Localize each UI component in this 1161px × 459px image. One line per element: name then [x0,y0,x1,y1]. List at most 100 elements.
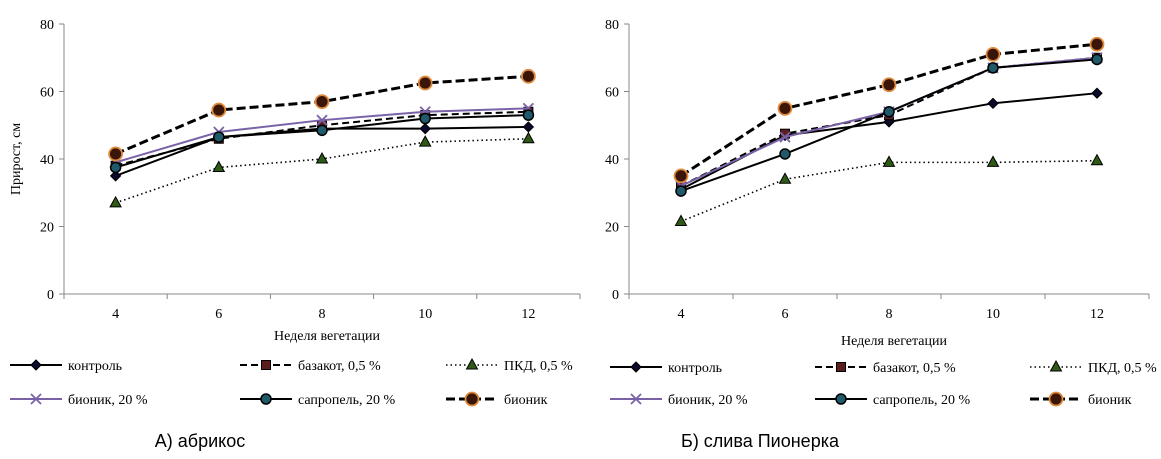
data-point [108,146,123,162]
data-point [777,100,793,116]
data-point [522,131,535,144]
legend-label: бионик [1088,393,1132,408]
legend: контроль базакот, 0,5 % ПКД, 0,5 % бионик, … [610,359,1157,408]
data-point [986,155,1000,167]
y-tick-label: 0 [612,288,619,303]
legend-label: ПКД, 0,5 % [504,359,573,374]
y-tick-label: 60 [40,86,54,101]
legend-entry: бионик, 20 % [10,393,148,408]
data-point [315,151,329,164]
legend-label: базакот, 0,5 % [873,361,956,376]
legend-entry: сапропель, 20 % [240,393,395,408]
legend-entry: ПКД, 0,5 % [446,357,573,374]
x-tick-label: 12 [521,307,535,322]
legend-swatch-marker [836,362,846,372]
series-1 [675,87,1103,196]
y-tick-label: 40 [40,153,54,168]
data-point [316,124,328,137]
data-point [674,214,688,226]
x-tick-label: 8 [319,307,326,322]
data-point [675,185,687,197]
series-line [680,42,1098,178]
series-line [680,159,1098,223]
data-point [778,172,792,184]
series-line [115,74,529,156]
legend-swatch-marker [464,391,480,407]
x-tick-label: 4 [112,307,119,322]
legend-label: бионик, 20 % [668,393,748,408]
marker-stroke [316,114,328,126]
chart-panel-1: 0 20 40 60 80 4 6 8 10 12 Неделя вегетации Прирост,… [9,18,581,451]
data-point [1091,87,1103,99]
data-point [316,114,328,126]
panel-caption: А) абрикос [155,431,245,451]
legend-swatch-marker [630,361,642,373]
series-6 [108,68,536,162]
x-tick-label: 4 [678,307,685,322]
legend-entry: контроль [610,361,722,376]
data-point [417,75,433,91]
x-axis-title: Неделя вегетации [841,334,947,349]
legend-swatch-marker [30,393,42,405]
legend-label: контроль [68,359,122,374]
series-3 [674,153,1104,226]
legend-label: сапропель, 20 % [873,393,970,408]
data-point [212,160,226,172]
series-5 [109,109,535,174]
data-point [1089,36,1105,52]
data-point [109,170,122,182]
legend-swatch-marker [1049,359,1063,372]
data-point [985,46,1001,62]
marker-stroke [779,131,791,143]
legend-label: бионик [504,393,548,408]
data-point [779,148,791,160]
x-tick-label: 10 [986,307,1000,322]
legend-entry: ПКД, 0,5 % [1030,359,1157,376]
legend-label: сапропель, 20 % [298,393,395,408]
data-point [213,131,225,143]
data-point [1090,153,1104,166]
data-point [987,62,999,74]
legend-swatch-marker [260,393,272,405]
legend-label: ПКД, 0,5 % [1088,361,1157,376]
data-point [522,121,535,133]
marker-stroke [630,393,642,405]
legend-swatch-marker [30,359,42,371]
data-point [419,112,431,125]
data-point [109,161,122,174]
data-point [673,168,689,184]
legend-entry: сапропель, 20 % [815,393,970,408]
legend-swatch-marker [261,360,271,370]
data-point [1091,53,1103,66]
series-3 [109,131,535,208]
y-tick-label: 60 [605,86,619,101]
legend: контроль базакот, 0,5 % ПКД, 0,5 % бионик, … [10,357,573,408]
data-point [314,94,330,110]
panel-caption: Б) слива Пионерка [681,431,840,451]
y-tick-label: 80 [40,18,54,33]
data-point [521,68,536,84]
x-tick-label: 8 [886,307,893,322]
legend-entry: базакот, 0,5 % [815,361,956,376]
y-axis-title: Прирост, см [9,123,24,195]
legend-swatch-marker [465,357,479,370]
legend-swatch-marker [630,393,642,405]
y-tick-label: 80 [605,18,619,33]
data-point [522,109,535,121]
data-point [109,195,122,208]
y-tick-label: 20 [605,221,619,236]
legend-entry: контроль [10,359,122,374]
data-point [419,122,431,135]
data-point [882,155,896,167]
x-tick-label: 6 [215,307,222,322]
marker-stroke [30,393,42,405]
legend-swatch-marker [835,393,847,405]
data-point [418,135,432,147]
legend-label: базакот, 0,5 % [298,359,381,374]
series-6 [673,36,1105,184]
series-5 [675,53,1103,197]
y-tick-label: 0 [47,288,54,303]
legend-entry: базакот, 0,5 % [240,359,381,374]
data-point [987,97,999,110]
